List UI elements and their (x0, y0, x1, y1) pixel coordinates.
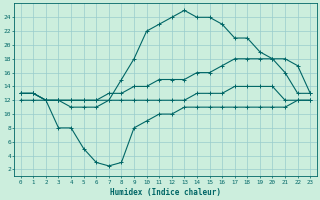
X-axis label: Humidex (Indice chaleur): Humidex (Indice chaleur) (110, 188, 221, 197)
